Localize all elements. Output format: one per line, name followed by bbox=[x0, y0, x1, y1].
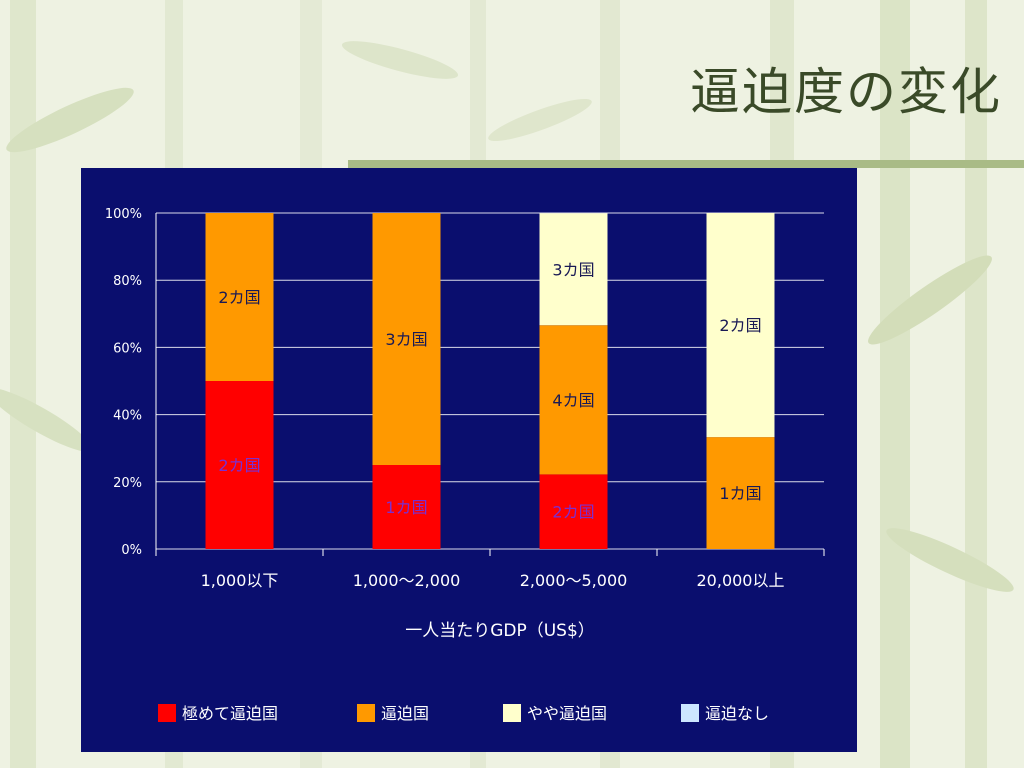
x-category-label: 2,000～5,000 bbox=[520, 571, 628, 590]
bar-segment-label: 1カ国 bbox=[719, 484, 761, 503]
legend-swatch bbox=[681, 704, 699, 722]
x-category-label: 1,000～2,000 bbox=[353, 571, 461, 590]
x-category-label: 1,000以下 bbox=[201, 571, 279, 590]
bar-segment-label: 2カ国 bbox=[552, 503, 594, 522]
legend-label: 逼迫なし bbox=[705, 704, 769, 723]
legend-swatch bbox=[357, 704, 375, 722]
bar-segment bbox=[205, 381, 274, 549]
bar-segment-label: 2カ国 bbox=[218, 456, 260, 475]
stacked-bar-chart: 0% 20% 40% 60% 80% 100% 2カ国 2カ国 1,000以下 1カ国 3カ国 1,0… bbox=[105, 207, 825, 723]
y-tick-label: 0% bbox=[121, 543, 142, 558]
y-tick-label: 40% bbox=[113, 409, 142, 424]
bar-segment-label: 3カ国 bbox=[385, 330, 427, 349]
bar-segment bbox=[372, 465, 441, 549]
x-axis-title: 一人当たりGDP（US$） bbox=[405, 621, 595, 641]
x-category-label: 20,000以上 bbox=[697, 571, 785, 590]
y-tick-label: 80% bbox=[113, 274, 142, 289]
bar-segment bbox=[539, 474, 608, 549]
y-tick-label: 20% bbox=[113, 476, 142, 491]
legend-swatch bbox=[503, 704, 521, 722]
bar-segment bbox=[539, 213, 608, 326]
bar-segment-label: 3カ国 bbox=[552, 260, 594, 279]
bar-segment-label: 4カ国 bbox=[552, 391, 594, 410]
bar-segment-label: 2カ国 bbox=[218, 288, 260, 307]
legend-label: 逼迫国 bbox=[381, 704, 429, 723]
y-tick-label: 100% bbox=[105, 207, 142, 222]
bar-segment bbox=[205, 213, 274, 381]
bar-segment-label: 1カ国 bbox=[385, 498, 427, 517]
bar-segment-label: 2カ国 bbox=[719, 316, 761, 335]
bar-segment bbox=[539, 325, 608, 475]
bar-segment bbox=[706, 213, 775, 438]
y-tick-label: 60% bbox=[113, 341, 142, 356]
legend-label: やや逼迫国 bbox=[527, 704, 607, 723]
slide-title: 逼迫度の変化 bbox=[690, 63, 1002, 121]
bar-segment bbox=[372, 213, 441, 465]
chart-panel: 0% 20% 40% 60% 80% 100% 2カ国 2カ国 1,000以下 1カ国 3カ国 1,0… bbox=[81, 168, 857, 752]
legend-swatch bbox=[158, 704, 176, 722]
legend-label: 極めて逼迫国 bbox=[182, 704, 278, 723]
bar-segment bbox=[706, 437, 775, 549]
title-divider bbox=[348, 160, 1024, 168]
